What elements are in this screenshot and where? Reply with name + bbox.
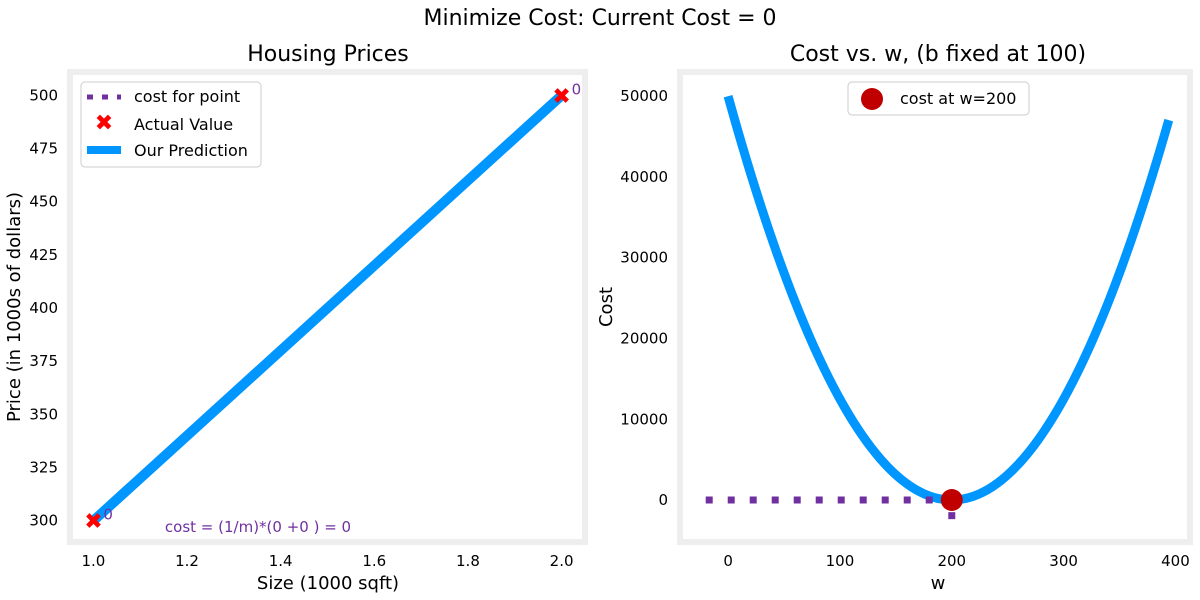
- right-legend: cost at w=200: [847, 81, 1030, 116]
- point-cost-label: 0: [572, 80, 582, 98]
- y-tick-label: 325: [29, 459, 58, 477]
- y-tick-label: 300: [29, 512, 58, 530]
- legend-prediction-label: Our Prediction: [134, 141, 248, 160]
- x-tick-label: 300: [1049, 552, 1078, 570]
- right-title: Cost vs. w, (b fixed at 100): [790, 42, 1086, 67]
- x-tick-label: 1.2: [175, 552, 199, 570]
- right-xlabel: w: [931, 573, 946, 594]
- suptitle: Minimize Cost: Current Cost = 0: [423, 6, 776, 31]
- x-tick-label: 400: [1161, 552, 1190, 570]
- y-tick-label: 50000: [620, 87, 668, 105]
- x-tick-label: 1.8: [456, 552, 480, 570]
- x-tick-label: 1.4: [269, 552, 293, 570]
- y-tick-label: 375: [29, 352, 58, 370]
- current-cost-point: [940, 489, 963, 512]
- x-tick-label: 1.6: [362, 552, 386, 570]
- left-title: Housing Prices: [247, 42, 409, 67]
- left-ylabel: Price (in 1000s of dollars): [4, 192, 25, 422]
- left-legend: cost for point ✖ Actual Value Our Predic…: [80, 81, 262, 168]
- legend-box: [80, 81, 262, 168]
- y-tick-label: 450: [29, 193, 58, 211]
- y-tick-label: 475: [29, 140, 58, 158]
- legend-actual-label: Actual Value: [134, 115, 233, 134]
- x-tick-label: 100: [826, 552, 855, 570]
- legend-box: [847, 81, 1030, 116]
- y-tick-label: 400: [29, 299, 58, 317]
- x-tick-label: 200: [937, 552, 966, 570]
- x-tick-label: 2.0: [550, 552, 574, 570]
- y-tick-label: 30000: [620, 249, 668, 267]
- y-tick-label: 40000: [620, 168, 668, 186]
- y-tick-label: 350: [29, 405, 58, 423]
- housing-axes: Housing Prices Size (1000 sqft) Price (i…: [4, 42, 588, 594]
- legend-x-marker-icon: ✖: [95, 111, 113, 136]
- y-tick-label: 10000: [620, 410, 668, 428]
- left-xlabel: Size (1000 sqft): [257, 573, 399, 594]
- cost-axes: Cost vs. w, (b fixed at 100) w Cost 0 100…: [596, 42, 1193, 594]
- actual-value-marker: ✖: [552, 84, 570, 109]
- legend-dot-icon: [861, 88, 883, 110]
- legend-cost-at-label: cost at w=200: [900, 89, 1016, 108]
- point-cost-label: 0: [103, 506, 113, 524]
- right-ylabel: Cost: [596, 287, 617, 327]
- prediction-line: [90, 91, 565, 525]
- actual-value-marker: ✖: [84, 510, 102, 535]
- cost-annotation: cost = (1/m)*(0 +0 ) = 0: [165, 518, 351, 536]
- x-tick-label: 0: [723, 552, 733, 570]
- y-tick-label: 20000: [620, 329, 668, 347]
- dotted-vertical-segment: [948, 512, 956, 520]
- right-frame: [677, 69, 1193, 545]
- y-tick-label: 0: [658, 491, 668, 509]
- legend-cost-label: cost for point: [134, 87, 240, 106]
- x-tick-label: 1.0: [81, 552, 105, 570]
- y-tick-label: 425: [29, 246, 58, 264]
- y-tick-label: 500: [29, 86, 58, 104]
